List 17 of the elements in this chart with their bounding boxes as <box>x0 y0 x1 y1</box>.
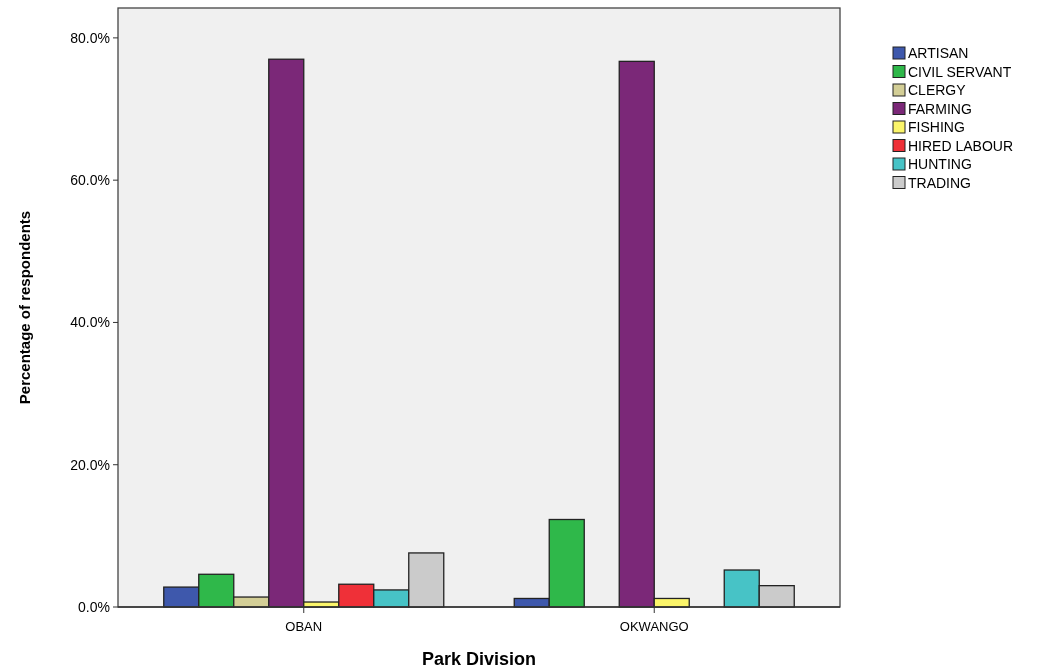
legend-label: FARMING <box>908 100 972 117</box>
x-axis-title: Park Division <box>421 649 537 669</box>
y-tick-label: 60.0% <box>70 172 110 189</box>
legend-label: CIVIL SERVANT <box>908 63 1012 80</box>
x-tick-label: OKWANGO <box>619 619 689 634</box>
y-tick-label: 20.0% <box>70 456 110 473</box>
y-tick-label: 0.0% <box>78 598 110 615</box>
legend-label: FISHING <box>908 119 965 136</box>
legend-label: HUNTING <box>908 156 972 173</box>
legend-label: CLERGY <box>908 82 967 99</box>
y-tick-label: 80.0% <box>70 29 110 46</box>
legend-label: ARTISAN <box>908 45 969 62</box>
y-tick-label: 40.0% <box>70 314 110 331</box>
legend-label: HIRED LABOUR <box>908 137 1014 154</box>
y-axis-title: Percentage of respondents <box>16 210 33 405</box>
legend-label: TRADING <box>908 174 971 191</box>
x-tick-label: OBAN <box>285 619 323 634</box>
